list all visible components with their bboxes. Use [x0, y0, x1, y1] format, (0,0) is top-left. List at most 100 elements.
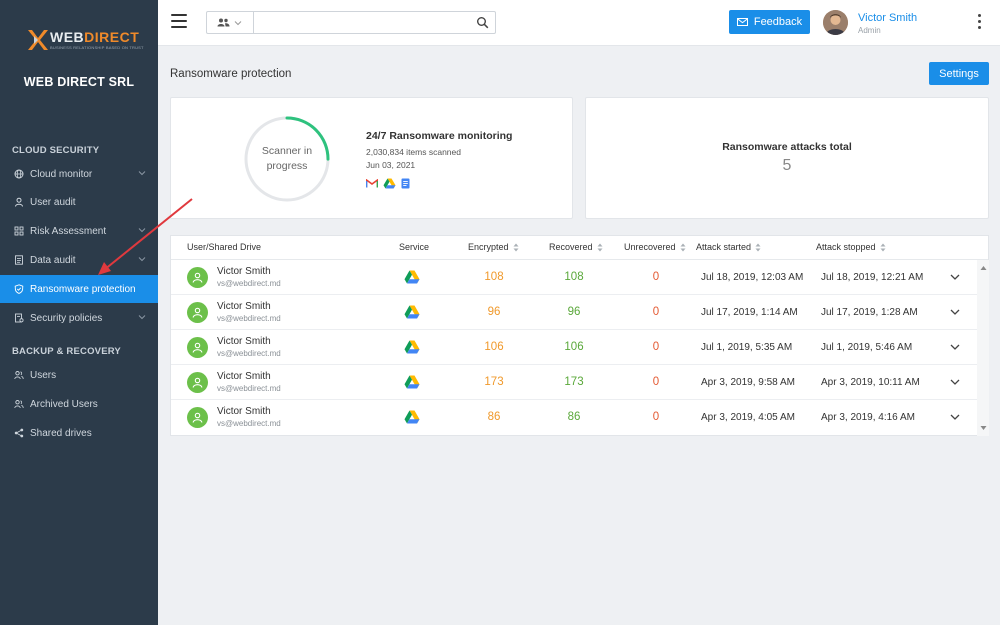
expand-chevron-icon[interactable]	[949, 272, 961, 282]
sidebar-item-label: Data audit	[30, 254, 76, 266]
user-name[interactable]: Victor Smith	[858, 12, 918, 24]
sidebar-item-ransomware-protection[interactable]: Ransomware protection	[0, 275, 158, 303]
sidebar-item-archived-users[interactable]: Archived Users	[0, 390, 158, 418]
row-encrypted: 108	[484, 271, 504, 283]
row-user-email: vs@webdirect.md	[217, 349, 281, 358]
user-avatar-icon	[187, 407, 208, 428]
expand-chevron-icon[interactable]	[949, 377, 961, 387]
table-row[interactable]: Victor Smith vs@webdirect.md 86 86 0 Apr…	[171, 400, 977, 435]
logo-tagline: BUSINESS RELATIONSHIP BASED ON TRUST	[50, 45, 144, 50]
row-unrecovered: 0	[652, 376, 660, 388]
sidebar-item-security-policies[interactable]: Security policies	[0, 304, 158, 332]
user-avatar-icon	[187, 337, 208, 358]
page-title: Ransomware protection	[170, 68, 292, 80]
sort-icon	[597, 243, 603, 251]
search-scope-select[interactable]	[207, 12, 254, 33]
google-drive-icon	[383, 178, 396, 189]
sidebar-item-label: Cloud monitor	[30, 168, 93, 180]
mail-icon	[736, 18, 748, 26]
row-attack-stopped: Apr 3, 2019, 10:11 AM	[821, 377, 920, 388]
expand-chevron-icon[interactable]	[949, 342, 961, 352]
expand-chevron-icon[interactable]	[949, 412, 961, 422]
attacks-title: Ransomware attacks total	[722, 141, 852, 153]
sidebar-item-user-audit[interactable]: User audit	[0, 188, 158, 216]
sidebar-item-risk-assessment[interactable]: Risk Assessment	[0, 217, 158, 245]
chevron-down-icon	[138, 257, 146, 262]
row-attack-stopped: Jul 1, 2019, 5:46 AM	[821, 342, 913, 353]
section-title-backup-recovery: BACKUP & RECOVERY	[12, 346, 121, 357]
sidebar-item-label: Security policies	[30, 312, 103, 324]
sidebar-item-shared-drives[interactable]: Shared drives	[0, 419, 158, 447]
attacks-card: Ransomware attacks total 5	[585, 97, 989, 219]
grid-icon	[14, 226, 24, 236]
sidebar-item-label: Ransomware protection	[30, 283, 136, 295]
row-attack-stopped: Jul 17, 2019, 1:28 AM	[821, 307, 918, 318]
scan-date: Jun 03, 2021	[366, 160, 416, 170]
settings-button[interactable]: Settings	[929, 62, 989, 85]
menu-toggle-icon[interactable]	[171, 14, 187, 28]
row-recovered: 96	[567, 306, 581, 318]
sidebar-item-label: User audit	[30, 196, 76, 208]
top-bar: Feedback Victor Smith Admin	[158, 0, 1000, 46]
row-user-email: vs@webdirect.md	[217, 384, 281, 393]
table-row[interactable]: Victor Smith vs@webdirect.md 106 106 0 J…	[171, 330, 977, 365]
google-drive-icon	[404, 375, 420, 389]
column-header-unrecovered[interactable]: Unrecovered	[624, 242, 686, 252]
sort-icon	[755, 243, 761, 251]
sidebar-item-users[interactable]: Users	[0, 361, 158, 389]
row-user-name: Victor Smith	[217, 301, 271, 312]
expand-chevron-icon[interactable]	[949, 307, 961, 317]
chevron-down-icon	[138, 228, 146, 233]
feedback-label: Feedback	[753, 16, 803, 28]
section-title-cloud-security: CLOUD SECURITY	[12, 145, 100, 156]
column-header-encrypted[interactable]: Encrypted	[468, 242, 519, 252]
scanner-status: Scanner in progress	[261, 145, 313, 172]
user-photo-icon	[823, 10, 848, 35]
google-drive-icon	[404, 410, 420, 424]
row-attack-stopped: Apr 3, 2019, 4:16 AM	[821, 412, 915, 423]
archived-users-icon	[14, 399, 24, 409]
google-drive-icon	[404, 270, 420, 284]
row-recovered: 108	[564, 271, 584, 283]
users-icon	[14, 370, 24, 380]
row-user-name: Victor Smith	[217, 371, 271, 382]
service-icons	[366, 178, 410, 189]
globe-icon	[14, 169, 24, 179]
sidebar-item-label: Risk Assessment	[30, 225, 107, 237]
sidebar-item-cloud-monitor[interactable]: Cloud monitor	[0, 160, 158, 188]
user-role: Admin	[858, 26, 881, 35]
avatar[interactable]	[823, 10, 848, 35]
more-options-icon[interactable]	[976, 14, 982, 30]
row-user-name: Victor Smith	[217, 336, 271, 347]
feedback-button[interactable]: Feedback	[729, 10, 810, 34]
column-header-recovered[interactable]: Recovered	[549, 242, 603, 252]
scroll-down-icon[interactable]	[980, 425, 987, 431]
search-icon[interactable]	[476, 16, 489, 29]
table-header: User/Shared Drive Service Encrypted Reco…	[171, 236, 988, 260]
row-user-email: vs@webdirect.md	[217, 314, 281, 323]
table-row[interactable]: Victor Smith vs@webdirect.md 96 96 0 Jul…	[171, 295, 977, 330]
column-header-attack-started[interactable]: Attack started	[696, 242, 761, 252]
row-encrypted: 96	[487, 306, 501, 318]
logo[interactable]: WEBDIRECT BUSINESS RELATIONSHIP BASED ON…	[26, 27, 143, 55]
sidebar-item-label: Archived Users	[30, 398, 98, 410]
column-header-attack-stopped[interactable]: Attack stopped	[816, 242, 886, 252]
sort-icon	[880, 243, 886, 251]
row-unrecovered: 0	[652, 341, 660, 353]
table-scrollbar[interactable]	[977, 260, 989, 436]
scroll-up-icon[interactable]	[980, 265, 987, 271]
table-row[interactable]: Victor Smith vs@webdirect.md 108 108 0 J…	[171, 260, 977, 295]
attacks-total: 5	[782, 157, 792, 174]
attacks-table: User/Shared Drive Service Encrypted Reco…	[170, 235, 989, 436]
share-icon	[14, 428, 24, 438]
logo-wordmark: WEBDIRECT	[50, 29, 140, 45]
sidebar-item-data-audit[interactable]: Data audit	[0, 246, 158, 274]
google-drive-icon	[404, 305, 420, 319]
search-input[interactable]	[255, 12, 465, 33]
table-row[interactable]: Victor Smith vs@webdirect.md 173 173 0 A…	[171, 365, 977, 400]
row-encrypted: 86	[487, 411, 501, 423]
chevron-down-icon	[234, 20, 242, 25]
column-header-service: Service	[399, 242, 430, 252]
chevron-down-icon	[138, 171, 146, 176]
shield-icon	[14, 284, 24, 294]
